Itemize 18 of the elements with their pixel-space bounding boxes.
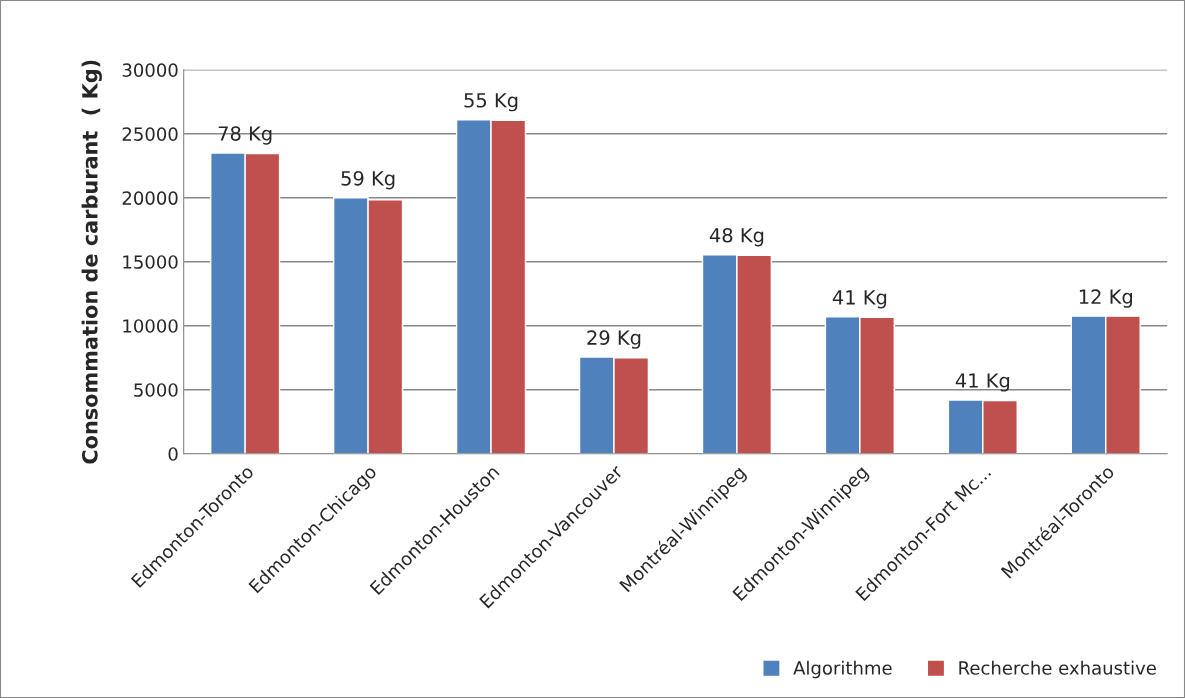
annotation: 12 Kg [1079, 289, 1132, 308]
legend-label: Recherche exhaustive [959, 660, 1156, 675]
y-tick-label: 20000 [122, 191, 178, 205]
y-tick-label: 5000 [134, 383, 178, 397]
y-tick-label: 0 [168, 447, 178, 461]
y-axis-title: Consommation de carburant ( Kg) [81, 60, 102, 464]
annotation: 29 Kg [587, 330, 641, 349]
annotation: 41 Kg [832, 290, 887, 309]
y-tick-label: 10000 [123, 319, 178, 333]
annotation: 55 Kg [464, 93, 518, 112]
y-tick-label: 25000 [122, 127, 178, 141]
annotation: 59 Kg [341, 170, 395, 190]
annotation: 78 Kg [218, 126, 272, 145]
annotation: 48 Kg [709, 227, 764, 247]
y-tick-label: 30000 [122, 63, 178, 77]
y-tick-label: 15000 [123, 255, 178, 269]
annotation: 41 Kg [955, 373, 1010, 392]
legend-label: Algorithme [793, 660, 892, 679]
